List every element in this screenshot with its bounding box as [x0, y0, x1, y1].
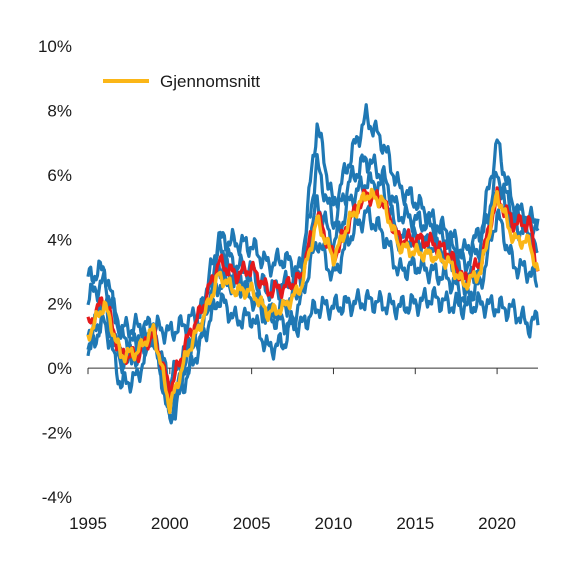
series-line-average [86, 187, 540, 415]
series-layer [86, 103, 540, 425]
series-line [86, 204, 539, 425]
y-tick-label: 0% [47, 359, 72, 378]
y-tick-label: 2% [47, 295, 72, 314]
y-tick-label: -2% [42, 424, 72, 443]
y-tick-label: 8% [47, 101, 72, 120]
y-axis: -4% -2% 0% 2% 4% 6% 8% 10% [38, 37, 72, 507]
y-tick-label: 10% [38, 37, 72, 56]
y-tick-label: -4% [42, 488, 72, 507]
series-line [86, 268, 540, 345]
x-axis: 1995 2000 2005 2010 2015 2020 [69, 367, 538, 533]
y-tick-label: 6% [47, 166, 72, 185]
legend: Gjennomsnitt [103, 72, 260, 91]
y-tick-label: 4% [47, 230, 72, 249]
x-tick-label: 2010 [315, 514, 353, 533]
x-tick-label: 2000 [151, 514, 189, 533]
x-tick-label: 1995 [69, 514, 107, 533]
legend-label-average: Gjennomsnitt [160, 72, 260, 91]
series-line [86, 171, 539, 408]
x-tick-label: 2005 [233, 514, 271, 533]
x-tick-label: 2020 [478, 514, 516, 533]
series-line [86, 153, 540, 389]
x-tick-label: 2015 [396, 514, 434, 533]
